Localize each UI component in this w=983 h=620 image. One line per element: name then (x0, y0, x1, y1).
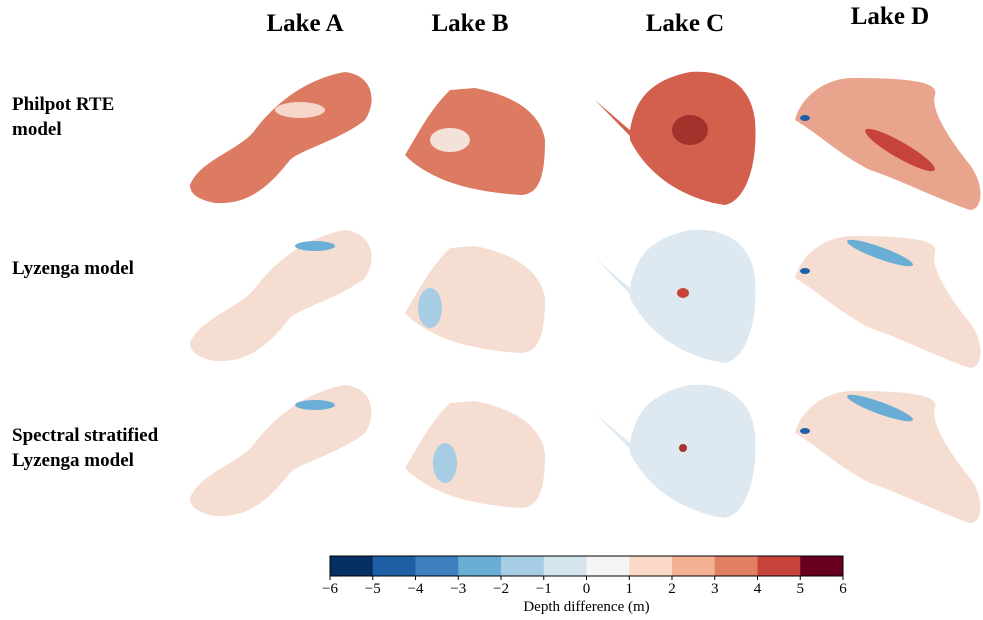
map-detail (800, 115, 810, 121)
colorbar-segment (458, 556, 502, 576)
tick-label: 6 (839, 581, 847, 597)
lake-map (595, 229, 756, 363)
colorbar-segment (586, 556, 630, 576)
map-detail (847, 394, 913, 422)
colorbar-segment (372, 556, 416, 576)
map-detail (430, 128, 470, 152)
row-title: Spectral stratified Lyzenga model (12, 425, 159, 471)
lake-map (190, 72, 372, 204)
colorbar-segment (543, 556, 587, 576)
colorbar-segment (672, 556, 716, 576)
tick-label: −4 (408, 581, 424, 597)
tick-label: −5 (365, 581, 381, 597)
row-title: Lyzenga model (12, 258, 134, 279)
lake-map (190, 385, 372, 517)
tick-label: 0 (583, 581, 591, 597)
tick-label: −2 (493, 581, 509, 597)
map-detail (800, 268, 810, 274)
colorbar-segment (330, 556, 374, 576)
map-detail (295, 400, 335, 410)
map-detail (433, 443, 457, 483)
row-philpot (190, 71, 981, 210)
colorbar: −6 −5 −4 −3 −2 −1 0 1 2 3 4 5 6 Depth difference (m) (322, 555, 847, 615)
tick-label: −6 (322, 581, 338, 597)
colorbar-segment (501, 556, 545, 576)
lake-map (405, 88, 545, 195)
tick-label: 3 (711, 581, 719, 597)
map-detail (679, 444, 687, 452)
row-title: Philpot RTE model (12, 94, 115, 140)
row-stratified (190, 384, 981, 523)
column-title: Lake D (850, 3, 930, 30)
tick-label: 2 (668, 581, 676, 597)
colorbar-segment (800, 556, 844, 576)
tick-label: −3 (450, 581, 466, 597)
lake-map (190, 230, 372, 362)
lake-map (595, 384, 756, 518)
column-title: Lake B (431, 10, 509, 37)
tick-label: 5 (797, 581, 805, 597)
colorbar-segment (629, 556, 673, 576)
column-title: Lake C (645, 10, 725, 37)
map-detail (295, 241, 335, 251)
map-detail (275, 102, 325, 118)
colorbar-segment (714, 556, 758, 576)
map-detail (418, 288, 442, 328)
map-detail (672, 115, 708, 145)
map-detail (800, 428, 810, 434)
lake-map (405, 401, 545, 508)
colorbar-segment (757, 556, 801, 576)
tick-label: 1 (626, 581, 634, 597)
map-detail (847, 239, 913, 267)
column-title: Lake A (266, 10, 344, 37)
colorbar-segment (415, 556, 459, 576)
tick-label: 4 (754, 581, 762, 597)
colorbar-label: Depth difference (m) (523, 599, 649, 615)
map-detail (677, 288, 689, 298)
tick-label: −1 (536, 581, 552, 597)
row-lyzenga (190, 229, 981, 368)
map-detail (865, 128, 935, 172)
